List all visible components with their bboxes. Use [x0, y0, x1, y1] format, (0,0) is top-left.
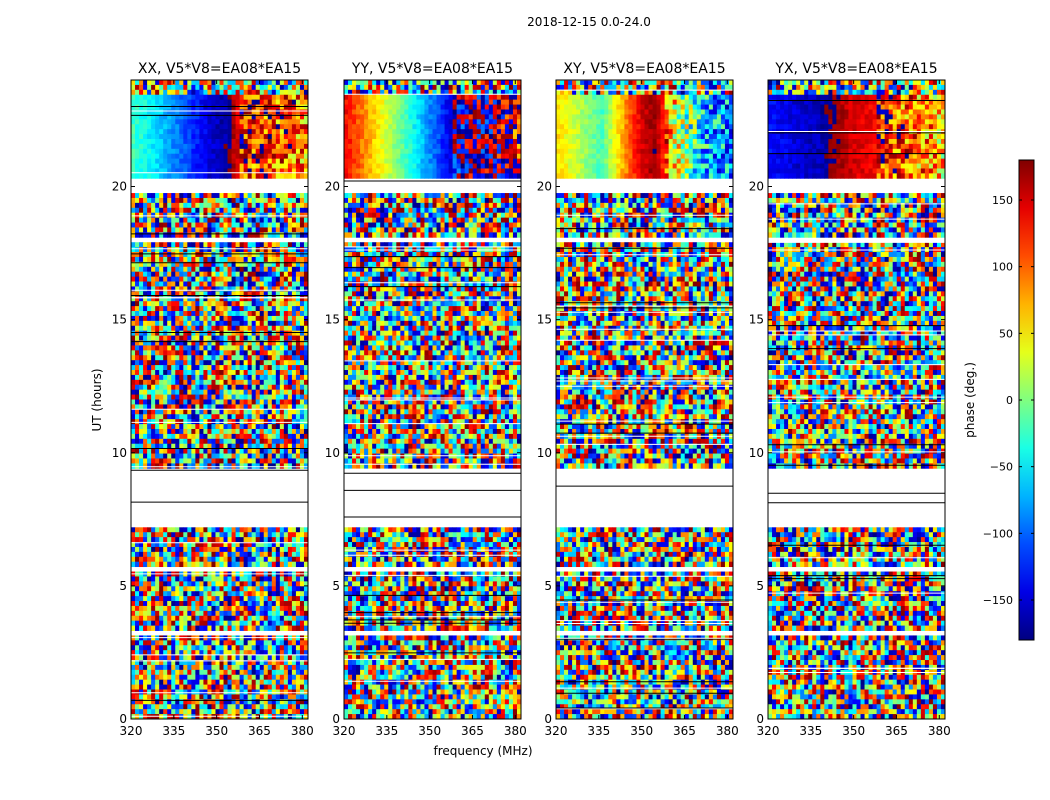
x-tick-label: 350	[842, 724, 865, 738]
y-tick-label: 0	[544, 712, 552, 726]
x-tick-label: 350	[630, 724, 653, 738]
x-tick-label: 350	[418, 724, 441, 738]
y-tick-label: 10	[112, 446, 127, 460]
panel-title: XX, V5*V8=EA08*EA15	[138, 61, 301, 77]
x-tick-label: 335	[162, 724, 185, 738]
x-tick-label: 320	[757, 724, 780, 738]
y-tick-label: 10	[537, 446, 552, 460]
x-tick-label: 335	[375, 724, 398, 738]
x-tick-label: 365	[673, 724, 696, 738]
x-tick-label: 320	[333, 724, 356, 738]
y-tick-label: 20	[749, 180, 764, 194]
phase-heatmap	[768, 80, 945, 719]
y-tick-label: 0	[119, 712, 127, 726]
y-tick-label: 5	[756, 579, 764, 593]
y-tick-label: 15	[112, 313, 127, 327]
panel-title: YY, V5*V8=EA08*EA15	[351, 61, 513, 77]
panel-frame	[767, 79, 946, 720]
y-tick-label: 0	[332, 712, 340, 726]
panel-frame	[130, 79, 309, 720]
panel-title: YX, V5*V8=EA08*EA15	[774, 61, 937, 77]
panel-yx: YX, V5*V8=EA08*EA15 320 335 350 365 380 0 5 10 15…	[749, 61, 951, 738]
y-tick-label: 20	[112, 180, 127, 194]
colorbar-tick-label: 50	[999, 327, 1013, 340]
panel-xx: XX, V5*V8=EA08*EA15 320 335 350 365 380 0 5 10 15…	[112, 61, 314, 738]
x-tick-label: 380	[716, 724, 739, 738]
panels-group: XX, V5*V8=EA08*EA15 320 335 350 365 380 0 5 10 15…	[112, 61, 951, 738]
x-tick-label: 380	[504, 724, 527, 738]
x-tick-label: 350	[205, 724, 228, 738]
y-tick-label: 15	[749, 313, 764, 327]
panel-frame	[343, 79, 522, 720]
x-tick-label: 320	[545, 724, 568, 738]
phase-heatmap	[344, 80, 521, 719]
colorbar-tick-label: 100	[992, 261, 1013, 274]
colorbar-tick-label: 150	[992, 194, 1013, 207]
x-tick-label: 320	[120, 724, 143, 738]
panel-xy: XY, V5*V8=EA08*EA15 320 335 350 365 380 0 5 10 15…	[537, 61, 739, 738]
colorbar-label: phase (deg.)	[963, 362, 977, 438]
colorbar-tick-label: −150	[983, 594, 1013, 607]
x-tick-label: 365	[461, 724, 484, 738]
phase-heatmap	[556, 80, 733, 719]
y-axis-label: UT (hours)	[90, 368, 104, 431]
colorbar-tick-label: −100	[983, 527, 1013, 540]
x-tick-label: 365	[885, 724, 908, 738]
x-tick-label: 335	[587, 724, 610, 738]
colorbar: 150 100 50 0 −50 −100 −150	[983, 159, 1035, 641]
x-axis-label: frequency (MHz)	[433, 744, 532, 758]
y-tick-label: 10	[749, 446, 764, 460]
y-tick-label: 10	[325, 446, 340, 460]
y-tick-label: 5	[544, 579, 552, 593]
y-tick-label: 15	[325, 313, 340, 327]
colorbar-tick-label: 0	[1006, 394, 1013, 407]
y-tick-label: 20	[325, 180, 340, 194]
colorbar-tick-label: −50	[990, 461, 1013, 474]
y-tick-label: 5	[332, 579, 340, 593]
x-tick-label: 380	[291, 724, 314, 738]
y-tick-label: 5	[119, 579, 127, 593]
y-tick-label: 20	[537, 180, 552, 194]
x-tick-label: 380	[928, 724, 951, 738]
x-tick-label: 335	[799, 724, 822, 738]
y-tick-label: 15	[537, 313, 552, 327]
panel-frame	[555, 79, 734, 720]
y-tick-label: 0	[756, 712, 764, 726]
panel-title: XY, V5*V8=EA08*EA15	[563, 61, 725, 77]
panel-yy: YY, V5*V8=EA08*EA15 320 335 350 365 380 0 5 10 15…	[325, 61, 527, 738]
figure-title: 2018-12-15 0.0-24.0	[527, 15, 651, 29]
phase-heatmap	[131, 80, 308, 719]
x-tick-label: 365	[248, 724, 271, 738]
